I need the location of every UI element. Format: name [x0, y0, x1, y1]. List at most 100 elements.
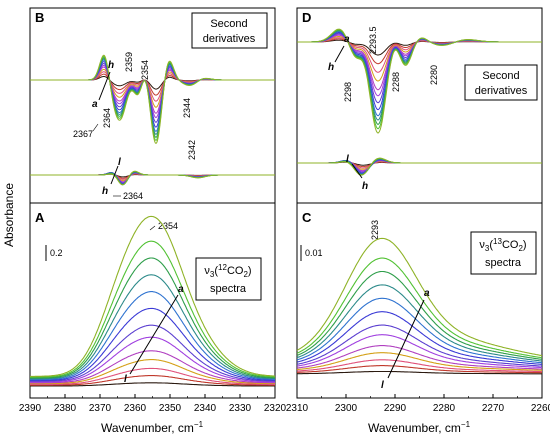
- spectrum-series-5: [30, 350, 275, 384]
- derivative-series-13: [30, 54, 275, 145]
- spectrum-series-4: [296, 352, 543, 371]
- panel-d-title-line2: derivatives: [475, 85, 528, 97]
- spectrum-series-3: [296, 359, 542, 373]
- panel-a-scale-label: 0.2: [50, 248, 63, 258]
- derivative-series-12: [30, 171, 275, 186]
- panel-a-peak-leader: [149, 225, 156, 231]
- panel-c-arrow: [387, 299, 425, 379]
- panel-b-label-2367: 2367: [73, 129, 93, 139]
- derivative-series-9: [30, 171, 275, 185]
- panel-b-label-2364-lower: 2364: [123, 191, 143, 201]
- derivative-series-11: [297, 158, 542, 176]
- panel-c-letter: C: [302, 210, 312, 225]
- panel-d-title-line1: Second: [482, 70, 519, 82]
- derivative-series-2: [297, 38, 542, 65]
- derivative-series-12: [297, 157, 542, 176]
- spectrum-series-10: [296, 284, 543, 362]
- panel-c-scale-label: 0.01: [305, 248, 323, 258]
- spectrum-series-7: [296, 324, 543, 367]
- spectrum-series-13: [30, 215, 275, 377]
- panel-b-label-2354: 2354: [140, 60, 150, 80]
- derivative-series-7: [30, 62, 275, 123]
- panel-d-label-2280: 2280: [429, 65, 439, 85]
- derivative-series-13: [297, 28, 542, 134]
- derivative-series-2: [30, 73, 275, 96]
- spectrum-series-12: [30, 240, 276, 378]
- spectrum-series-10: [30, 274, 275, 380]
- panel-d-arrow-upper-to: a: [344, 34, 350, 45]
- spectrum-series-11: [296, 270, 543, 360]
- derivative-series-3: [30, 172, 275, 180]
- derivative-series-6: [30, 172, 275, 183]
- spectrum-series-6: [296, 334, 542, 369]
- panel-b-title-box: [191, 12, 268, 49]
- derivative-series-9: [297, 158, 542, 175]
- panel-c-x-axis-label: Wavenumber, cm−1: [368, 420, 471, 435]
- panel-b-title-line2: derivatives: [203, 33, 256, 45]
- panel-c-title-line2: spectra: [485, 257, 522, 269]
- x-tick-label: 2300: [335, 403, 358, 414]
- panel-a-letter: A: [35, 210, 45, 225]
- spectrum-series-8: [296, 311, 543, 365]
- panel-b-arrow-upper-from: h: [108, 60, 114, 71]
- spectrum-series-1: [30, 382, 275, 387]
- spectrum-series-4: [30, 359, 275, 385]
- spectrum-series-7: [30, 324, 276, 382]
- spectrum-series-1: [297, 370, 542, 375]
- panel-b-arrow-lower-to: h: [102, 186, 108, 197]
- panel-d: D Second derivatives 2298 2293.5 2288 22…: [296, 7, 543, 204]
- panel-c: C ν3(13CO2) spectra 0.01 2293 a l 2310 23…: [286, 202, 550, 435]
- spectrum-series-11: [30, 257, 275, 379]
- panel-a-title-box: [195, 257, 262, 301]
- panel-b-letter: B: [35, 10, 44, 25]
- panel-d-arrow-upper-from: h: [328, 62, 334, 73]
- panel-d-letter: D: [302, 10, 311, 25]
- panel-a-x-axis: 2390 2380 2370 2360 2350 2340 2330 2320: [19, 394, 287, 414]
- derivative-series-5: [30, 66, 275, 114]
- panel-c-peak-label: 2293: [370, 220, 380, 240]
- spectrum-series-8: [30, 307, 275, 381]
- panel-d-label-2288: 2288: [391, 72, 401, 92]
- panel-b-arrow-upper-to: a: [92, 99, 98, 110]
- derivative-series-5: [30, 172, 275, 183]
- panel-a: A ν3(12CO2) spectra 0.2 2354 a l 2390 238…: [19, 202, 287, 435]
- spectrum-series-12: [296, 257, 543, 359]
- panel-d-title-box: [464, 64, 538, 101]
- panel-a-curves: [30, 215, 276, 387]
- spectrum-series-2: [296, 365, 542, 374]
- panel-a-title-line1: ν3(12CO2): [204, 263, 251, 279]
- x-tick-label: 2360: [124, 403, 147, 414]
- derivative-series-11: [30, 171, 275, 186]
- derivative-series-8: [30, 171, 275, 185]
- derivative-series-8: [297, 159, 542, 174]
- panel-c-arrow-from: l: [381, 380, 384, 391]
- x-tick-label: 2320: [264, 403, 287, 414]
- panel-d-arrow-lower: [351, 163, 363, 179]
- derivative-series-7: [30, 172, 275, 184]
- panel-b-lower-curves: [30, 170, 275, 186]
- panel-b-arrow-lower: [110, 165, 119, 185]
- x-tick-label: 2260: [531, 403, 550, 414]
- derivative-series-7: [297, 159, 542, 173]
- panel-b-label-2342: 2342: [187, 140, 197, 160]
- derivative-series-13: [30, 170, 275, 186]
- panel-d-arrow-lower-from: l: [346, 154, 349, 165]
- y-axis-label: Absorbance: [2, 183, 16, 247]
- derivative-series-4: [30, 172, 275, 182]
- spectrum-series-9: [296, 297, 543, 364]
- x-tick-label: 2380: [54, 403, 77, 414]
- x-tick-label: 2290: [384, 403, 407, 414]
- panel-c-arrow-to: a: [424, 288, 430, 299]
- panel-b: B Second derivatives 2367 2364 2359 2354…: [29, 7, 276, 204]
- spectrum-series-9: [30, 291, 275, 381]
- panel-a-title-line2: spectra: [210, 283, 247, 295]
- x-tick-label: 2350: [159, 403, 182, 414]
- x-tick-label: 2330: [229, 403, 252, 414]
- derivative-series-10: [30, 171, 275, 185]
- panel-b-label-2364: 2364: [102, 108, 112, 128]
- spectrum-series-5: [296, 345, 542, 370]
- x-tick-label: 2280: [433, 403, 456, 414]
- derivative-series-1: [30, 76, 275, 90]
- derivative-series-6: [297, 159, 542, 173]
